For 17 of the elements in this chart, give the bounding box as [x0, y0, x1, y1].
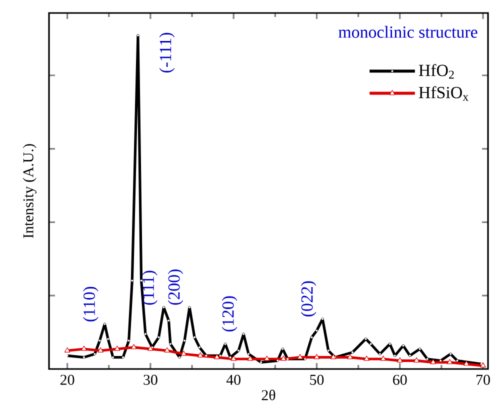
x-tick-label: 60	[393, 374, 407, 385]
legend-label: HfO$_{2}$	[418, 64, 454, 79]
y-axis-title: Intensity (A.U.)	[22, 144, 36, 238]
annotation: (120)	[222, 296, 238, 332]
x-tick-label: 70	[476, 374, 490, 385]
annotation: (022)	[300, 281, 316, 316]
annotation: (200)	[168, 270, 184, 305]
annotation: monoclinic structure	[338, 26, 478, 38]
x-tick-label: 40	[226, 374, 240, 385]
x-tick-label: 30	[144, 374, 158, 385]
annotation: (111)	[142, 270, 158, 305]
x-tick-label: 50	[310, 374, 324, 385]
legend-label: HfSiO$_{x}$	[418, 86, 468, 101]
annotation: (-111)	[159, 32, 175, 72]
x-tick-label: 20	[60, 374, 74, 385]
x-axis-title: 2θ	[262, 390, 276, 400]
annotation: (110)	[83, 286, 98, 322]
